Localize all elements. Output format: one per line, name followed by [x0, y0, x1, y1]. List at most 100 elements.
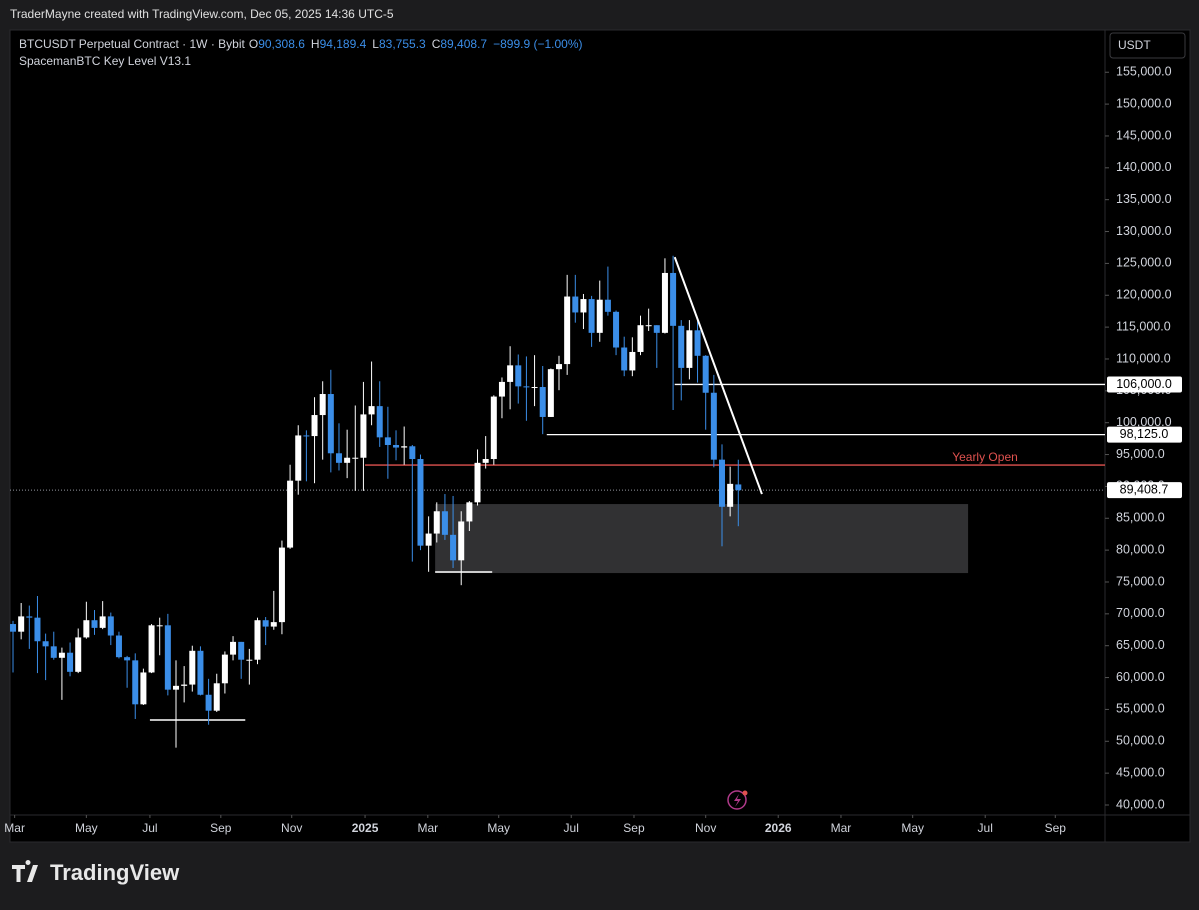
currency-box[interactable] — [1109, 32, 1186, 59]
legend-value: 89,408.7 — [440, 37, 487, 51]
y-tick-label: 100,000.0 — [1116, 415, 1172, 429]
header-text: TraderMayne created with TradingView.com… — [10, 7, 394, 21]
x-tick-label: May — [487, 821, 510, 835]
y-tick-label: 80,000.0 — [1116, 542, 1165, 556]
y-tick-label: 85,000.0 — [1116, 511, 1165, 525]
candle-body — [523, 386, 530, 388]
candle-body — [132, 660, 139, 705]
y-tick-label: 50,000.0 — [1116, 734, 1165, 748]
candle-body — [653, 325, 660, 333]
candle-body — [287, 480, 294, 548]
y-tick-label: 145,000.0 — [1116, 128, 1172, 142]
x-tick-label: Nov — [695, 821, 716, 835]
legend-key: O — [249, 37, 258, 51]
candle-body — [539, 387, 546, 417]
legend-value: 94,189.4 — [320, 37, 367, 51]
y-tick-label: 140,000.0 — [1116, 160, 1172, 174]
candle-body — [352, 457, 359, 459]
candle-body — [67, 652, 74, 672]
candle-body — [18, 616, 25, 632]
candle-body — [710, 392, 717, 460]
x-tick-label: Sep — [210, 821, 232, 835]
x-tick-label: Sep — [1045, 821, 1067, 835]
level-name: Yearly Open — [952, 450, 1018, 464]
candle-body — [515, 365, 522, 387]
legend-key: C — [432, 37, 441, 51]
y-tick-label: 135,000.0 — [1116, 192, 1172, 206]
candle-body — [344, 457, 351, 463]
candle-body — [621, 347, 628, 371]
trendline — [673, 256, 763, 495]
candle-body — [547, 369, 554, 417]
price-label-box — [1107, 426, 1182, 443]
candle-body — [99, 616, 106, 628]
candle-body — [718, 459, 725, 507]
candle-body — [230, 641, 237, 655]
candle-body — [164, 625, 171, 690]
price-label: 98,125.0 — [1120, 427, 1169, 441]
candle-body — [629, 351, 636, 371]
candle-body — [335, 453, 342, 463]
candle-body — [58, 652, 65, 658]
candle-body — [34, 617, 41, 642]
candle-body — [221, 654, 228, 684]
candle-body — [727, 483, 734, 507]
candle-body — [10, 624, 17, 632]
candle-body — [26, 616, 33, 618]
x-tick-label: Jul — [142, 821, 157, 835]
candle-body — [596, 299, 603, 333]
candle-body — [474, 462, 481, 503]
candle-body — [425, 533, 432, 546]
lightning-icon[interactable] — [727, 790, 747, 810]
y-tick-label: 55,000.0 — [1116, 702, 1165, 716]
y-tick-label: 70,000.0 — [1116, 606, 1165, 620]
candle-body — [376, 406, 383, 438]
candle-body — [172, 685, 179, 690]
candle-body — [91, 620, 98, 628]
candle-body — [604, 299, 611, 312]
legend-key: H — [311, 37, 320, 51]
candle-body — [278, 547, 285, 623]
candle-body — [50, 646, 57, 658]
x-tick-label: Mar — [831, 821, 852, 835]
x-tick-label: Mar — [417, 821, 438, 835]
legend-value: 83,755.3 — [379, 37, 426, 51]
candle-body — [83, 620, 90, 638]
y-tick-label: 45,000.0 — [1116, 765, 1165, 779]
candle-body — [295, 435, 302, 481]
candle-body — [254, 620, 261, 660]
legend-title: BTCUSDT Perpetual Contract · 1W · Bybit — [19, 37, 246, 51]
candle-body — [572, 296, 579, 313]
x-tick-label: 2026 — [765, 821, 792, 835]
y-tick-label: 110,000.0 — [1116, 351, 1171, 365]
x-tick-label: Jul — [978, 821, 993, 835]
candle-body — [368, 406, 375, 415]
candle-body — [75, 637, 82, 672]
currency-label: USDT — [1118, 38, 1151, 52]
candle-body — [213, 683, 220, 711]
candle-body — [466, 502, 473, 522]
candle-body — [450, 534, 457, 561]
logo-text: TradingView — [50, 860, 180, 885]
candle-body — [417, 459, 424, 546]
candle-body — [140, 672, 147, 705]
logo-mark — [12, 860, 38, 882]
candle-body — [197, 650, 204, 695]
candle-body — [107, 616, 114, 636]
y-tick-label: 120,000.0 — [1116, 288, 1172, 302]
price-label: 89,408.7 — [1120, 482, 1169, 496]
x-tick-label: May — [75, 821, 98, 835]
candle-body — [409, 446, 416, 460]
y-tick-label: 125,000.0 — [1116, 256, 1172, 270]
y-tick-label: 115,000.0 — [1116, 319, 1171, 333]
y-tick-label: 130,000.0 — [1116, 224, 1172, 238]
candle-body — [303, 435, 310, 437]
candle-body — [124, 657, 131, 661]
candle-body — [613, 311, 620, 348]
y-tick-label: 150,000.0 — [1116, 96, 1172, 110]
legend-value: 90,308.6 — [258, 37, 305, 51]
candle-body — [482, 459, 489, 463]
candle-body — [564, 296, 571, 365]
